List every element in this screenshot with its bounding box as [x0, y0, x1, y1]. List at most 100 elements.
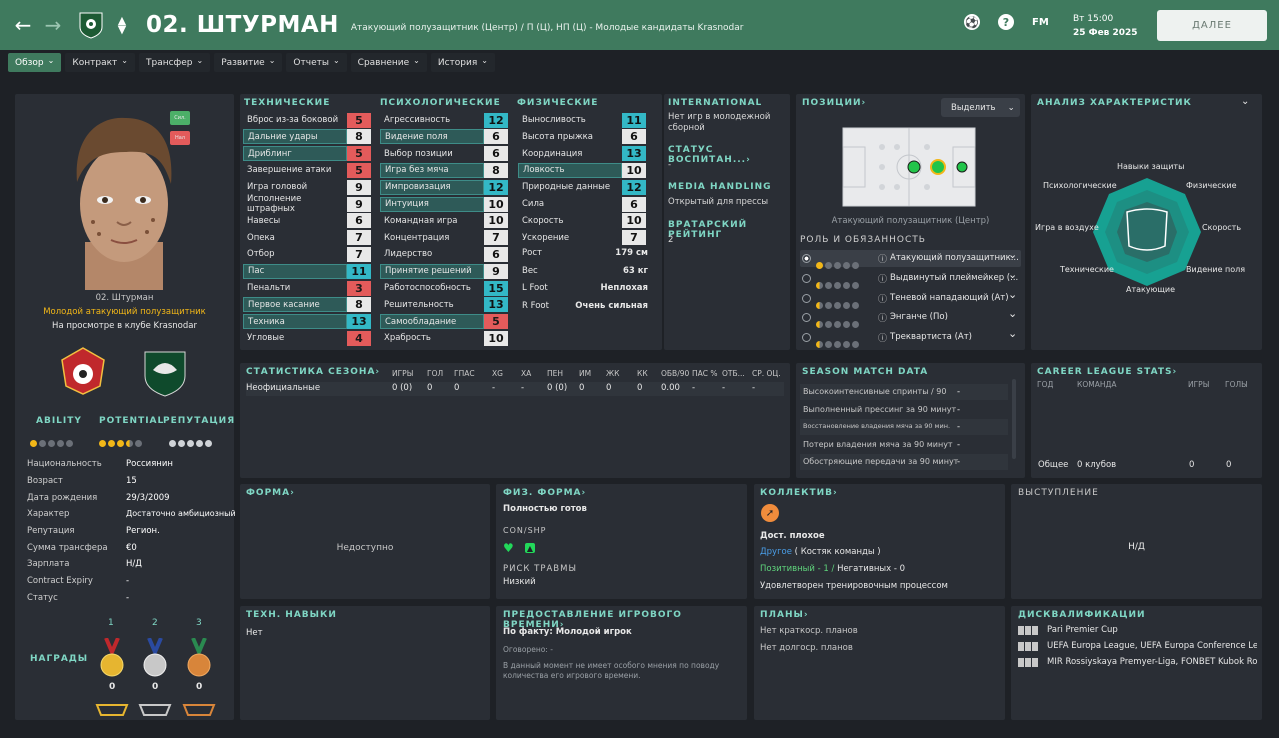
squad-group-link[interactable]: Другое: [760, 547, 792, 557]
attribute-row[interactable]: Высота прыжка 6: [518, 129, 646, 145]
role-dropdown-icon[interactable]: ⌄: [1008, 287, 1018, 301]
playing-time-title[interactable]: ПРЕДОСТАВЛЕНИЕ ИГРОВОГО ВРЕМЕНИ›: [503, 610, 682, 630]
role-radio[interactable]: [802, 333, 811, 343]
season-stats-column[interactable]: ГОЛ: [427, 369, 444, 378]
attribute-row[interactable]: Интуиция 10: [380, 196, 508, 212]
attribute-row[interactable]: Работоспособность 15: [380, 280, 508, 296]
cssr-badge-icon[interactable]: [60, 346, 106, 396]
back-arrow-icon[interactable]: ←: [14, 13, 32, 37]
season-stats-column[interactable]: КК: [637, 369, 648, 378]
table-row[interactable]: Неофициальные 0 (0) 0 0- -0 (0) 0 0 0 0.00- - -: [246, 382, 784, 396]
attribute-row[interactable]: Игра без мяча 8: [380, 162, 508, 178]
tab-contract[interactable]: Контракт: [65, 53, 135, 72]
attribute-row[interactable]: Лидерство 6: [380, 246, 508, 262]
attribute-row[interactable]: Опека 7: [243, 230, 371, 246]
role-radio[interactable]: [802, 254, 811, 263]
attribute-row[interactable]: Храбрость 10: [380, 330, 508, 346]
squad-title[interactable]: КОЛЛЕКТИВ›: [760, 488, 838, 498]
season-stats-column[interactable]: ИМ: [579, 369, 592, 378]
attribute-row[interactable]: Дриблинг 5: [243, 146, 371, 162]
tab-comparison[interactable]: Сравнение: [350, 53, 427, 72]
info-icon[interactable]: ⓘ: [878, 334, 888, 345]
role-radio[interactable]: [802, 293, 811, 303]
form-title[interactable]: ФОРМА›: [246, 488, 295, 498]
bronze-trophy-icon[interactable]: [182, 703, 216, 717]
attribute-row[interactable]: Концентрация 7: [380, 230, 508, 246]
role-row[interactable]: ⓘ Треквартиста (Ат) ⌄: [800, 327, 1021, 349]
attribute-row[interactable]: Решительность 13: [380, 297, 508, 313]
attribute-row[interactable]: Выносливость 11: [518, 112, 646, 128]
attribute-row[interactable]: Ловкость 10: [518, 162, 646, 178]
attribute-row[interactable]: Первое касание 8: [243, 297, 371, 313]
continue-button[interactable]: ДАЛЕЕ: [1157, 10, 1267, 41]
role-row[interactable]: ⓘ Энганче (По) ⌄: [800, 307, 1021, 329]
attribute-row[interactable]: Скорость 10: [518, 213, 646, 229]
attribute-row[interactable]: Вброс из-за боковой 5: [243, 112, 371, 128]
education-title[interactable]: СТАТУС ВОСПИТАН...›: [668, 145, 751, 165]
season-stats-title[interactable]: СТАТИСТИКА СЕЗОНА›: [246, 367, 381, 377]
info-icon[interactable]: ⓘ: [878, 314, 888, 325]
attribute-row[interactable]: Отбор 7: [243, 246, 371, 262]
info-icon[interactable]: ⓘ: [878, 294, 888, 305]
weakness-tag[interactable]: Нал: [170, 131, 190, 145]
pitch-positions-map[interactable]: [842, 127, 976, 207]
plans-title[interactable]: ПЛАНЫ›: [760, 610, 809, 620]
info-icon[interactable]: ⓘ: [878, 274, 888, 285]
attribute-row[interactable]: Исполнение штрафных 9: [243, 194, 371, 214]
attribute-row[interactable]: Координация 13: [518, 146, 646, 162]
bronze-medal-icon[interactable]: [186, 638, 212, 678]
tab-transfer[interactable]: Трансфер: [138, 53, 211, 72]
season-stats-column[interactable]: СР. ОЦ.: [752, 369, 781, 378]
player-switch-icon[interactable]: ▲ ▼: [117, 14, 127, 36]
attribute-row[interactable]: Командная игра 10: [380, 213, 508, 229]
role-radio[interactable]: [802, 273, 811, 283]
fitness-title[interactable]: ФИЗ. ФОРМА›: [503, 488, 587, 498]
radar-collapse-icon[interactable]: ⌄: [1241, 96, 1250, 107]
help-icon[interactable]: ?: [998, 14, 1014, 30]
role-radio[interactable]: [802, 313, 811, 323]
club-crest-icon[interactable]: [78, 11, 104, 39]
season-stats-column[interactable]: ОБВ/90: [661, 369, 690, 378]
season-stats-column[interactable]: ПАС %: [692, 369, 718, 378]
attribute-row[interactable]: Ускорение 7: [518, 230, 646, 246]
attribute-row[interactable]: Пас 11: [243, 263, 371, 279]
attribute-row[interactable]: Самообладание 5: [380, 314, 508, 330]
role-row[interactable]: ⓘ Теневой нападающий (Ат) ⌄: [800, 287, 1021, 309]
attribute-row[interactable]: Природные данные 12: [518, 179, 646, 195]
silver-medal-icon[interactable]: [142, 638, 168, 678]
season-stats-column[interactable]: ЖК: [606, 369, 620, 378]
role-row[interactable]: ⓘ Выдвинутый плеймейкер (... ⌄: [800, 267, 1021, 289]
attribute-row[interactable]: Навесы 6: [243, 213, 371, 229]
attribute-row[interactable]: Завершение атаки 5: [243, 162, 371, 178]
season-stats-column[interactable]: ХG: [492, 369, 503, 378]
career-title[interactable]: CAREER LEAGUE STATS›: [1037, 367, 1178, 377]
attribute-row[interactable]: Видение поля 6: [380, 129, 508, 145]
tab-history[interactable]: История: [430, 53, 495, 72]
game-date[interactable]: Вт 15:00 25 Фев 2025: [1073, 14, 1138, 38]
tab-reports[interactable]: Отчеты: [286, 53, 347, 72]
attribute-row[interactable]: Игра головой 9: [243, 179, 371, 195]
highlight-dropdown[interactable]: Выделить ⌄: [941, 98, 1020, 117]
forward-arrow-icon[interactable]: →: [44, 13, 62, 37]
attribute-row[interactable]: Угловые 4: [243, 330, 371, 346]
fm-logo-icon[interactable]: FM: [1032, 16, 1049, 28]
attribute-row[interactable]: Выбор позиции 6: [380, 146, 508, 162]
role-dropdown-icon[interactable]: ⌄: [1008, 267, 1018, 281]
attribute-row[interactable]: Агрессивность 12: [380, 112, 508, 128]
role-dropdown-icon[interactable]: ⌄: [1008, 248, 1018, 261]
tab-overview[interactable]: Обзор: [8, 53, 62, 72]
attribute-row[interactable]: Пенальти 3: [243, 280, 371, 296]
season-stats-column[interactable]: ПЕН: [547, 369, 564, 378]
season-stats-column[interactable]: ИГРЫ: [392, 369, 414, 378]
match-data-scrollbar[interactable]: [1012, 379, 1016, 459]
attribute-row[interactable]: Импровизация 12: [380, 179, 508, 195]
info-icon[interactable]: ⓘ: [878, 255, 888, 265]
attribute-row[interactable]: Сила 6: [518, 196, 646, 212]
attribute-row[interactable]: Дальние удары 8: [243, 129, 371, 145]
silver-trophy-icon[interactable]: [138, 703, 172, 717]
role-dropdown-icon[interactable]: ⌄: [1008, 307, 1018, 321]
positions-title[interactable]: ПОЗИЦИИ›: [802, 98, 867, 108]
football-icon[interactable]: ⚽: [964, 14, 980, 30]
attribute-row[interactable]: Техника 13: [243, 314, 371, 330]
season-stats-column[interactable]: ХА: [521, 369, 532, 378]
